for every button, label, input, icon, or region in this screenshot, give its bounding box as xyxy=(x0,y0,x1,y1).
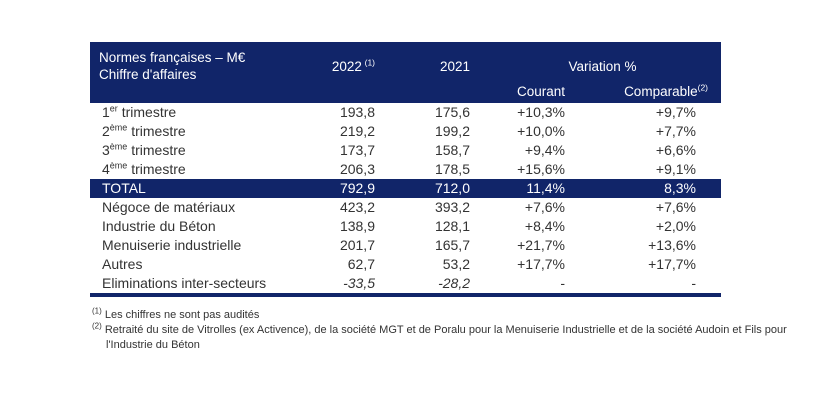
cell-courant: +9,4% xyxy=(524,142,565,158)
row-label-base: 2 xyxy=(102,123,110,139)
cell-comparable: +2,0% xyxy=(655,218,696,234)
column-header-2021: 2021 xyxy=(439,58,470,74)
cell-2022: 201,7 xyxy=(339,237,375,253)
table-row-q4: 4ème trimestre 206,3 178,5 +15,6% +9,1% xyxy=(90,160,721,179)
cell-courant: +7,6% xyxy=(524,199,565,215)
cell-courant: +21,7% xyxy=(517,237,565,253)
cell-comparable: - xyxy=(691,275,696,291)
column-header-variation: Variation % xyxy=(568,58,637,74)
cell-2022: 206,3 xyxy=(339,161,375,177)
cell-2022: 423,2 xyxy=(339,199,375,215)
row-label-base: TOTAL xyxy=(102,180,146,196)
cell-2021: 712,0 xyxy=(434,180,470,196)
footnote-ref-1: (1) xyxy=(364,57,375,67)
cell-2021: -28,2 xyxy=(438,275,470,291)
table-row-menuiserie: Menuiserie industrielle 201,7 165,7 +21,… xyxy=(90,236,721,255)
table-row-autres: Autres 62,7 53,2 +17,7% +17,7% xyxy=(90,255,721,274)
cell-2021: 53,2 xyxy=(442,256,470,272)
cell-2021: 158,7 xyxy=(434,142,470,158)
row-label-sup: ème xyxy=(109,122,128,133)
row-label-base: 3 xyxy=(102,142,110,158)
column-header-2022-label: 2022 xyxy=(331,58,362,74)
column-header-comparable-label: Comparable xyxy=(624,84,698,99)
footnotes: (1) Les chiffres ne sont pas audités (2)… xyxy=(92,306,804,353)
row-label-base: 1 xyxy=(102,104,110,120)
cell-2021: 199,2 xyxy=(434,123,470,139)
table-title: Normes françaises – M€ Chiffre d'affaire… xyxy=(90,42,285,103)
table-title-line2: Chiffre d'affaires xyxy=(99,67,197,82)
cell-courant: +10,3% xyxy=(517,104,565,120)
cell-2022: 62,7 xyxy=(347,256,375,272)
footnote-1: (1) Les chiffres ne sont pas audités xyxy=(92,306,804,323)
row-label: Industrie du Béton xyxy=(102,218,216,234)
column-header-comparable: Comparable(2) xyxy=(565,82,721,99)
row-label-rest: trimestre xyxy=(127,123,186,139)
table-row-eliminations: Eliminations inter-secteurs -33,5 -28,2 … xyxy=(90,274,721,293)
row-label: 1er trimestre xyxy=(90,103,285,122)
row-label: 3ème trimestre xyxy=(90,141,285,160)
footnote-1-text: Les chiffres ne sont pas audités xyxy=(104,309,260,321)
row-label-sup: er xyxy=(109,103,118,114)
footnote-1-marker: (1) xyxy=(92,306,102,316)
row-label: Négoce de matériaux xyxy=(102,199,236,215)
cell-comparable: +9,1% xyxy=(655,161,696,177)
footnote-2: (2) Retraité du site de Vitrolles (ex Ac… xyxy=(92,321,804,353)
cell-2021: 165,7 xyxy=(434,237,470,253)
cell-courant: 11,4% xyxy=(526,180,565,196)
cell-comparable: +13,6% xyxy=(648,237,696,253)
footnote-2-text: Retraité du site de Vitrolles (ex Active… xyxy=(104,324,787,351)
cell-courant: +15,6% xyxy=(517,161,565,177)
table-row-q3: 3ème trimestre 173,7 158,7 +9,4% +6,6% xyxy=(90,141,721,160)
cell-2022: 138,9 xyxy=(339,218,375,234)
cell-courant: +8,4% xyxy=(524,218,565,234)
table-row-beton: Industrie du Béton 138,9 128,1 +8,4% +2,… xyxy=(90,217,721,236)
row-label-rest: trimestre xyxy=(117,104,177,120)
row-label: Menuiserie industrielle xyxy=(102,237,242,253)
row-label-rest: trimestre xyxy=(127,142,186,158)
table-row-negoce: Négoce de matériaux 423,2 393,2 +7,6% +7… xyxy=(90,198,721,217)
cell-2021: 178,5 xyxy=(434,161,470,177)
row-label: Eliminations inter-secteurs xyxy=(102,275,267,291)
cell-2022: 173,7 xyxy=(339,142,375,158)
cell-courant: - xyxy=(560,275,565,291)
cell-comparable: 8,3% xyxy=(664,180,696,196)
row-label: Autres xyxy=(102,256,143,272)
table-row-total: TOTAL 792,9 712,0 11,4% 8,3% xyxy=(90,179,721,198)
cell-2021: 175,6 xyxy=(434,104,470,120)
table-title-line1: Normes françaises – M€ xyxy=(99,50,246,65)
cell-2022: 219,2 xyxy=(339,123,375,139)
cell-comparable: +7,6% xyxy=(655,199,696,215)
table-row-q1: 1er trimestre 193,8 175,6 +10,3% +9,7% xyxy=(90,103,721,122)
cell-comparable: +6,6% xyxy=(655,142,696,158)
row-label: 2ème trimestre xyxy=(90,122,285,141)
footnote-ref-2: (2) xyxy=(697,82,708,93)
cell-comparable: +17,7% xyxy=(648,256,696,272)
table-body: 1er trimestre 193,8 175,6 +10,3% +9,7% 2… xyxy=(90,103,721,297)
cell-courant: +10,0% xyxy=(517,123,565,139)
row-label: TOTAL xyxy=(90,179,285,198)
table-row-q2: 2ème trimestre 219,2 199,2 +10,0% +7,7% xyxy=(90,122,721,141)
column-header-courant: Courant xyxy=(516,84,565,99)
cell-2021: 128,1 xyxy=(434,218,470,234)
cell-comparable: +9,7% xyxy=(655,104,696,120)
cell-comparable: +7,7% xyxy=(655,123,696,139)
cell-2022: -33,5 xyxy=(343,275,375,291)
cell-2022: 792,9 xyxy=(339,180,375,196)
revenue-table: Normes françaises – M€ Chiffre d'affaire… xyxy=(90,42,721,297)
row-label: 4ème trimestre xyxy=(90,160,285,179)
row-label-sup: ème xyxy=(109,160,128,171)
row-label-sup: ème xyxy=(109,141,128,152)
cell-2021: 393,2 xyxy=(434,199,470,215)
footnote-2-marker: (2) xyxy=(92,321,102,331)
column-header-2022: 2022 (1) xyxy=(285,57,375,74)
cell-courant: +17,7% xyxy=(517,256,565,272)
table-header: Normes françaises – M€ Chiffre d'affaire… xyxy=(90,42,721,103)
cell-2022: 193,8 xyxy=(339,104,375,120)
row-label-base: 4 xyxy=(102,161,110,177)
row-label-rest: trimestre xyxy=(127,161,186,177)
